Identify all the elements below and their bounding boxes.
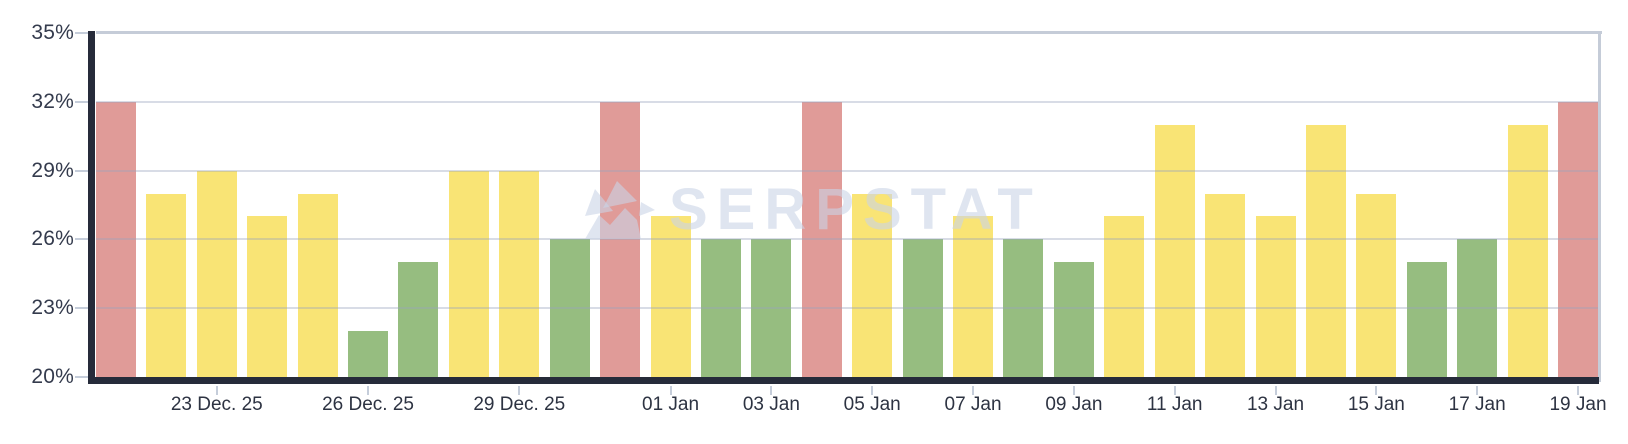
chart-bar[interactable] xyxy=(902,239,943,377)
x-tick xyxy=(770,386,773,395)
plot-border-top xyxy=(96,31,1602,34)
x-tick xyxy=(1577,386,1579,395)
plot-area xyxy=(96,33,1598,377)
x-tick xyxy=(1476,386,1479,395)
chart-bar[interactable] xyxy=(1053,262,1094,377)
chart-bar[interactable] xyxy=(1507,124,1548,377)
bars-container xyxy=(96,33,1598,377)
chart-bar[interactable] xyxy=(1558,101,1598,377)
x-tick-label: 29 Dec. 25 xyxy=(473,394,566,415)
x-tick xyxy=(518,386,521,395)
chart-bar[interactable] xyxy=(196,170,237,377)
y-tick xyxy=(75,238,88,241)
x-tick xyxy=(215,386,218,395)
x-tick xyxy=(1173,386,1176,395)
chart-bar[interactable] xyxy=(448,170,489,377)
y-tick xyxy=(75,307,88,310)
x-tick xyxy=(1274,386,1277,395)
x-tick-label: 13 Jan xyxy=(1246,394,1305,415)
gridline xyxy=(96,238,1598,241)
y-tick-label: 35% xyxy=(31,21,74,44)
chart-bar[interactable] xyxy=(1406,262,1447,377)
x-tick xyxy=(669,386,672,395)
x-tick-label: 26 Dec. 25 xyxy=(322,394,415,415)
chart-bar[interactable] xyxy=(1356,193,1397,377)
chart-bar[interactable] xyxy=(1154,124,1195,377)
chart-bar[interactable] xyxy=(1457,239,1498,377)
chart-bar[interactable] xyxy=(499,170,540,377)
chart-bar[interactable] xyxy=(297,193,338,377)
x-tick-label: 15 Jan xyxy=(1347,394,1405,415)
y-tick-label: 26% xyxy=(31,227,74,251)
y-tick-label: 23% xyxy=(31,296,74,320)
chart-bar[interactable] xyxy=(348,331,389,377)
chart-bar[interactable] xyxy=(600,101,641,377)
x-tick-label: 19 Jan xyxy=(1549,394,1607,415)
chart-bar[interactable] xyxy=(549,239,590,377)
chart-bar[interactable] xyxy=(1255,216,1296,377)
chart-bar[interactable] xyxy=(801,101,842,377)
x-tick-label: 23 Dec. 25 xyxy=(170,394,263,415)
x-tick-label: 05 Jan xyxy=(843,394,901,415)
chart-bar[interactable] xyxy=(953,216,994,377)
y-tick xyxy=(75,32,88,34)
y-tick xyxy=(75,169,88,172)
chart-bar[interactable] xyxy=(1104,216,1145,377)
x-tick xyxy=(367,386,370,395)
gridline xyxy=(96,100,1598,103)
chart-bar[interactable] xyxy=(751,239,792,377)
x-tick xyxy=(1375,386,1378,395)
chart-bar[interactable] xyxy=(1205,193,1246,377)
chart-bar[interactable] xyxy=(650,216,691,377)
x-tick xyxy=(1072,386,1075,395)
x-tick xyxy=(871,386,874,395)
gridline xyxy=(96,169,1598,172)
y-tick xyxy=(75,376,88,378)
x-tick-label: 09 Jan xyxy=(1045,394,1103,415)
gridline xyxy=(96,307,1598,310)
x-tick xyxy=(972,386,975,395)
chart-bar[interactable] xyxy=(1003,239,1044,377)
chart-bar[interactable] xyxy=(700,239,741,377)
y-tick-label: 32% xyxy=(31,89,74,113)
x-axis-line xyxy=(88,377,1599,384)
y-tick-label: 20% xyxy=(31,365,74,388)
x-tick-label: 17 Jan xyxy=(1448,394,1506,415)
plot-border-right xyxy=(1598,31,1601,382)
y-axis-line xyxy=(88,31,95,384)
x-tick-label: 07 Jan xyxy=(944,394,1002,415)
y-tick-label: 29% xyxy=(31,158,74,182)
x-tick-label: 11 Jan xyxy=(1146,394,1203,415)
chart-bar[interactable] xyxy=(1305,124,1346,377)
chart-bar[interactable] xyxy=(247,216,288,377)
chart-bar[interactable] xyxy=(398,262,439,377)
y-tick xyxy=(75,100,88,103)
x-tick-label: 03 Jan xyxy=(742,394,800,415)
chart-bar[interactable] xyxy=(852,193,893,377)
x-tick-label: 01 Jan xyxy=(642,394,700,415)
chart-bar[interactable] xyxy=(146,193,187,377)
chart-bar[interactable] xyxy=(96,101,136,377)
